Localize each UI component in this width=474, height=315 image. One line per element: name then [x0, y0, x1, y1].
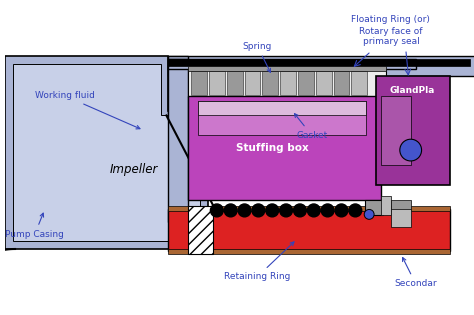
- Bar: [188, 206, 213, 254]
- Bar: [227, 71, 243, 95]
- Circle shape: [307, 204, 320, 217]
- Circle shape: [238, 204, 251, 217]
- Circle shape: [224, 204, 237, 217]
- Bar: [316, 71, 332, 95]
- Bar: [391, 209, 410, 227]
- Text: Rotary face of
primary seal: Rotary face of primary seal: [359, 27, 423, 46]
- Bar: [298, 71, 314, 95]
- Bar: [381, 96, 410, 165]
- Bar: [188, 66, 386, 71]
- Text: Spring: Spring: [243, 42, 272, 72]
- Circle shape: [321, 204, 334, 217]
- Circle shape: [210, 204, 223, 217]
- Text: Retaining Ring: Retaining Ring: [224, 242, 294, 281]
- Circle shape: [266, 204, 279, 217]
- Bar: [198, 100, 366, 116]
- Text: GlandPla: GlandPla: [390, 86, 435, 95]
- Bar: [191, 71, 207, 95]
- Circle shape: [335, 204, 348, 217]
- Bar: [168, 209, 450, 251]
- Bar: [245, 71, 260, 95]
- Bar: [262, 71, 278, 95]
- Bar: [168, 249, 450, 254]
- Bar: [334, 71, 349, 95]
- Bar: [280, 71, 296, 95]
- Circle shape: [349, 204, 362, 217]
- Bar: [391, 199, 410, 211]
- Circle shape: [400, 139, 421, 161]
- Bar: [188, 69, 386, 97]
- Text: Pump Casing: Pump Casing: [5, 213, 64, 239]
- Bar: [168, 56, 188, 209]
- Bar: [351, 71, 367, 95]
- Polygon shape: [13, 64, 220, 241]
- Bar: [188, 96, 381, 199]
- Polygon shape: [5, 56, 228, 249]
- Text: Gasket: Gasket: [294, 114, 328, 140]
- Bar: [209, 71, 225, 95]
- Circle shape: [280, 204, 292, 217]
- Text: Impeller: Impeller: [109, 163, 158, 176]
- Bar: [168, 59, 470, 66]
- Bar: [376, 76, 450, 185]
- Bar: [168, 59, 416, 69]
- Bar: [198, 100, 366, 135]
- Bar: [168, 56, 474, 76]
- Circle shape: [364, 209, 374, 219]
- Bar: [381, 196, 391, 215]
- Text: Stuffing box: Stuffing box: [236, 143, 309, 153]
- Text: Secondar: Secondar: [394, 258, 437, 288]
- Circle shape: [252, 204, 265, 217]
- Bar: [168, 59, 188, 222]
- Bar: [168, 206, 450, 211]
- Text: Floating Ring (or): Floating Ring (or): [352, 15, 430, 24]
- Text: Working fluid: Working fluid: [35, 91, 140, 129]
- Circle shape: [293, 204, 306, 217]
- Bar: [365, 199, 383, 215]
